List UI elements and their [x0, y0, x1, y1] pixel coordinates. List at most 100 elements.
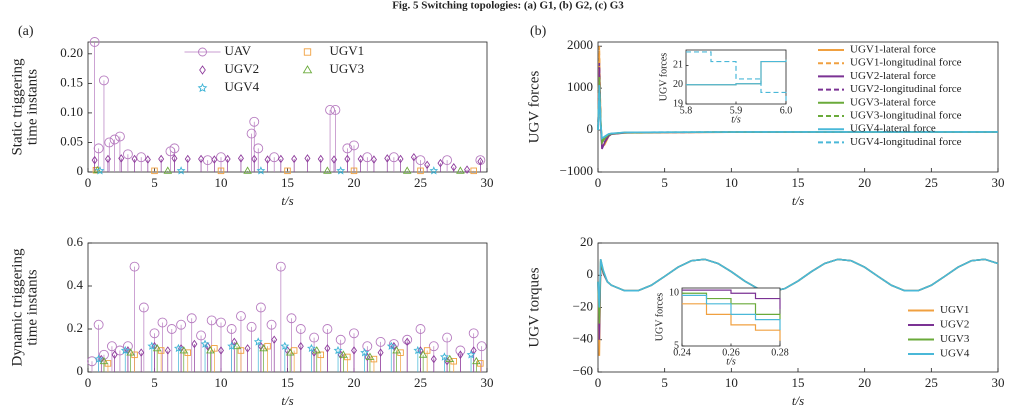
marker [246, 321, 257, 332]
legend-label: UGV4 [940, 348, 970, 360]
x-tick-label: 20 [858, 175, 871, 190]
marker [196, 330, 207, 341]
marker [147, 341, 157, 350]
marker [114, 131, 125, 142]
y-tick-label: 0 [587, 121, 594, 136]
marker [311, 348, 318, 357]
marker [253, 337, 263, 346]
marker [291, 154, 298, 164]
marker [466, 350, 476, 359]
marker [138, 302, 149, 313]
series-line [682, 303, 781, 341]
marker [158, 154, 165, 164]
marker [216, 317, 226, 328]
marker [430, 354, 437, 364]
series-line [597, 83, 998, 141]
marker [423, 347, 431, 354]
y-tick-label: 21 [673, 60, 683, 71]
y-tick-label: −40 [573, 331, 593, 346]
legend-label: UGV1 [940, 304, 969, 316]
marker [244, 344, 251, 353]
legend-label: UGV1-longitudinal force [850, 57, 962, 69]
marker [106, 341, 117, 352]
marker [204, 341, 211, 351]
marker [89, 37, 100, 47]
marker [136, 152, 147, 163]
marker [442, 332, 453, 343]
legend-label: UGV2-longitudinal force [850, 83, 962, 95]
marker [437, 158, 444, 168]
marker [157, 317, 168, 328]
y-tick-label: 19 [673, 98, 683, 109]
x-tick-label: 15 [792, 375, 805, 390]
marker [424, 160, 431, 170]
marker [284, 167, 291, 175]
plot-frame [597, 242, 999, 373]
x-tick-label: 20 [858, 375, 871, 390]
marker [445, 354, 455, 362]
x-tick-label: 5.8 [680, 105, 693, 116]
marker [131, 154, 138, 164]
y-axis-label: UGV forces [658, 53, 669, 102]
marker [415, 155, 426, 166]
marker [468, 328, 479, 339]
marker [227, 341, 237, 350]
marker [342, 143, 353, 154]
marker [179, 346, 189, 354]
marker [397, 154, 404, 164]
legend-label: UGV3-lateral force [850, 96, 936, 108]
marker [93, 143, 104, 154]
marker [410, 152, 417, 162]
marker [344, 154, 351, 164]
marker [197, 82, 208, 93]
marker [259, 343, 268, 352]
x-tick-label: 25 [414, 175, 427, 190]
x-tick-label: 15 [281, 375, 294, 390]
marker [429, 166, 439, 175]
marker [176, 166, 186, 175]
marker [198, 154, 205, 164]
marker [211, 155, 218, 164]
marker [444, 356, 451, 366]
marker [235, 311, 246, 322]
series-line [686, 51, 787, 103]
x-axis-label: t/s [281, 193, 293, 208]
y-tick-label: 0 [77, 363, 84, 378]
legend-label: UGV3-longitudinal force [850, 110, 962, 122]
marker [336, 166, 346, 175]
y-tick-label: 20 [580, 234, 593, 249]
legend-label: UGV3 [330, 61, 365, 76]
marker [377, 348, 384, 357]
marker [199, 65, 206, 75]
marker [122, 149, 133, 160]
marker [285, 348, 295, 356]
marker [415, 324, 426, 334]
marker [186, 313, 197, 324]
marker [450, 162, 457, 172]
marker [91, 155, 98, 165]
marker [317, 351, 325, 359]
y-tick-label: 0 [77, 163, 84, 178]
marker [295, 324, 306, 334]
legend-label: UGV2 [225, 61, 260, 76]
marker [269, 152, 280, 163]
marker [402, 166, 412, 174]
x-axis-label: t/s [792, 193, 804, 208]
marker [351, 346, 357, 355]
marker [111, 350, 118, 360]
y-tick-label: 0.4 [67, 277, 84, 292]
marker [302, 65, 313, 74]
y-axis-label: time instants [24, 69, 40, 145]
x-tick-label: 5 [151, 175, 158, 190]
legend-label: UGV4-lateral force [850, 123, 936, 135]
marker [95, 166, 105, 175]
marker [163, 166, 173, 174]
marker [129, 261, 140, 272]
marker [349, 140, 359, 151]
marker [275, 261, 286, 272]
marker [360, 347, 370, 357]
x-axis-label: t/s [281, 393, 293, 408]
marker [477, 157, 484, 166]
marker [303, 48, 312, 56]
x-tick-label: 25 [414, 375, 427, 390]
